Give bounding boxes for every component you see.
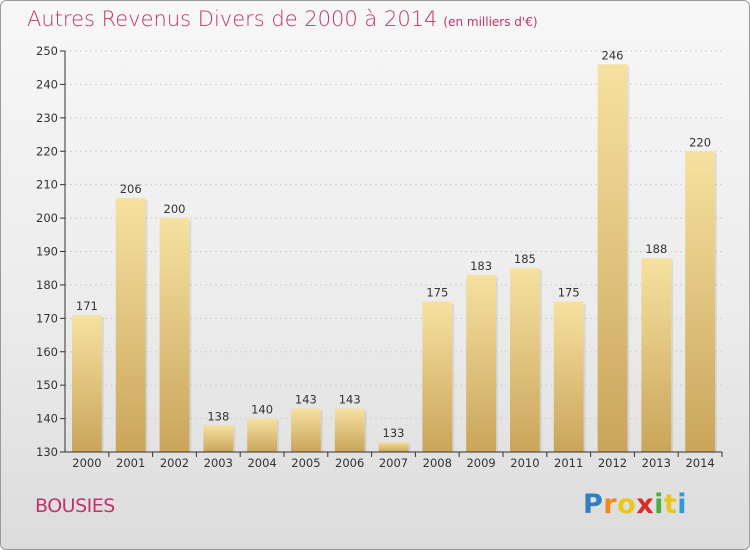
bar: [378, 441, 409, 452]
x-tick-label: 2007: [379, 456, 408, 470]
x-tick-label: 2000: [72, 456, 101, 470]
commune-name: BOUSIES: [35, 495, 115, 517]
y-tick-label: 170: [36, 311, 58, 325]
data-label: 220: [689, 135, 711, 149]
x-tick-label: 2011: [554, 456, 583, 470]
chart-unit: (en milliers d'€): [443, 15, 538, 29]
x-tick-label: 2009: [466, 456, 495, 470]
bar: [203, 425, 234, 452]
bars: [72, 64, 717, 452]
bar: [422, 301, 453, 452]
axes: [64, 51, 723, 457]
data-label: 175: [426, 286, 448, 300]
value-labels: 171 206 200 138 140 143 143 133 175 183 185 175 246 1…: [76, 48, 711, 440]
x-tick-label: 2006: [335, 456, 364, 470]
data-label: 140: [251, 403, 273, 417]
y-tick-label: 160: [36, 345, 58, 359]
y-tick-label: 180: [36, 278, 58, 292]
chart-title-text: Autres Revenus Divers de 2000 à 2014: [27, 7, 438, 31]
x-tick-label: 2001: [116, 456, 145, 470]
data-label: 143: [295, 393, 317, 407]
y-tick-label: 210: [36, 178, 58, 192]
logo-letter: i: [654, 489, 664, 520]
bar: [72, 314, 102, 452]
x-tick-labels: 2000 2001 2002 2003 2004 2005 2006 2007 2008 2009…: [72, 456, 714, 470]
bar: [685, 151, 715, 452]
logo-letter: i: [677, 489, 688, 520]
data-label: 175: [558, 286, 580, 300]
data-label: 138: [207, 409, 229, 423]
logo-letter: P: [583, 489, 604, 520]
bar: [115, 198, 146, 452]
bar: [247, 418, 277, 452]
bar: [466, 274, 496, 452]
x-tick-label: 2002: [160, 456, 189, 470]
data-label: 200: [164, 202, 186, 216]
bar: [159, 218, 190, 452]
y-tick-label: 130: [36, 445, 58, 459]
x-tick-label: 2012: [598, 456, 627, 470]
data-label: 246: [602, 48, 624, 62]
x-tick-label: 2013: [642, 456, 671, 470]
y-tick-label: 140: [36, 412, 58, 426]
bar: [641, 258, 672, 452]
gridlines: [60, 50, 722, 453]
chart-title: Autres Revenus Divers de 2000 à 2014 (en …: [27, 7, 538, 31]
x-tick-label: 2005: [291, 456, 320, 470]
bar: [597, 64, 628, 452]
logo-letter: t: [663, 489, 678, 520]
data-label: 185: [514, 252, 536, 266]
bar: [291, 408, 321, 452]
x-tick-label: 2010: [510, 456, 539, 470]
y-tick-label: 190: [36, 245, 58, 259]
x-tick-label: 2008: [423, 456, 452, 470]
bar: [334, 408, 365, 452]
y-tick-label: 220: [36, 144, 58, 158]
data-label: 133: [383, 426, 405, 440]
y-tick-label: 200: [36, 211, 58, 225]
bar: [553, 301, 584, 452]
data-label: 206: [120, 182, 142, 196]
bar: [510, 268, 540, 452]
x-tick-label: 2014: [685, 456, 714, 470]
data-label: 143: [339, 393, 361, 407]
y-tick-labels: 130 140 150 160 170 180 190 200 210 220 230 240 250: [36, 44, 58, 459]
y-tick-label: 230: [36, 111, 58, 125]
y-tick-label: 240: [36, 77, 58, 91]
data-label: 183: [470, 259, 492, 273]
y-tick-label: 150: [36, 378, 58, 392]
y-tick-label: 250: [36, 44, 58, 58]
logo-letter: x: [636, 489, 655, 520]
x-tick-label: 2003: [204, 456, 233, 470]
data-label: 188: [645, 242, 667, 256]
logo-letter: r: [603, 489, 618, 520]
proxiti-logo: Proxiti: [583, 489, 687, 520]
logo-letter: o: [617, 489, 637, 520]
x-tick-label: 2004: [247, 456, 276, 470]
data-label: 171: [76, 299, 98, 313]
